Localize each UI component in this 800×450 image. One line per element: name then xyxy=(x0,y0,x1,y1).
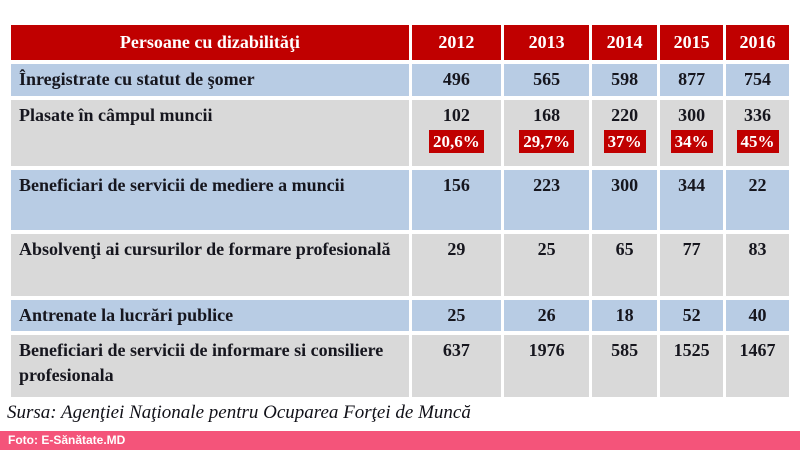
cell-value: 223 xyxy=(504,170,590,230)
year-header-2016: 2016 xyxy=(726,25,789,60)
cell-value: 65 xyxy=(592,234,658,296)
row-label: Plasate în câmpul muncii xyxy=(11,100,409,166)
percent-badge: 45% xyxy=(736,129,779,154)
photo-credit-bar: Foto: E-Sănătate.MD xyxy=(0,431,800,450)
cell-value: 77 xyxy=(660,234,724,296)
cell-number: 220 xyxy=(611,105,639,125)
table-row: Antrenate la lucrări publice 25 26 18 52… xyxy=(11,300,789,331)
source-note: Sursa: Agenţiei Naţionale pentru Ocupare… xyxy=(7,402,471,423)
cell-value: 754 xyxy=(726,64,789,96)
cell-value: 40 xyxy=(726,300,789,331)
cell-number: 102 xyxy=(442,105,470,125)
cell-value: 26 xyxy=(504,300,590,331)
percent-badge: 29,7% xyxy=(519,129,574,154)
row-label: Antrenate la lucrări publice xyxy=(11,300,409,331)
cell-value: 18 xyxy=(592,300,658,331)
cell-value: 1525 xyxy=(660,334,724,397)
percent-badge: 20,6% xyxy=(428,129,484,154)
cell-value: 637 xyxy=(411,334,501,397)
cell-value: 168 29,7% xyxy=(504,100,590,166)
cell-value: 220 37% xyxy=(592,100,658,166)
row-label: Beneficiari de servicii de informare si … xyxy=(11,334,409,397)
percent-badge: 37% xyxy=(603,129,646,154)
cell-value: 300 34% xyxy=(660,100,724,166)
statistics-table-container: Persoane cu dizabilităţi 2012 2013 2014 … xyxy=(8,21,792,401)
table-header-row: Persoane cu dizabilităţi 2012 2013 2014 … xyxy=(11,25,789,60)
cell-value: 102 20,6% xyxy=(411,100,501,166)
cell-value: 156 xyxy=(411,170,501,230)
cell-value: 336 45% xyxy=(726,100,789,166)
cell-value: 598 xyxy=(592,64,658,96)
cell-number: 336 xyxy=(744,105,772,125)
table-row: Beneficiari de servicii de informare si … xyxy=(11,334,789,397)
table-title-cell: Persoane cu dizabilităţi xyxy=(11,25,409,60)
cell-value: 25 xyxy=(504,234,590,296)
cell-value: 29 xyxy=(411,234,501,296)
year-header-2013: 2013 xyxy=(504,25,590,60)
statistics-table: Persoane cu dizabilităţi 2012 2013 2014 … xyxy=(8,21,792,401)
cell-value: 1976 xyxy=(504,334,590,397)
cell-value: 25 xyxy=(411,300,501,331)
table-row: Absolvenţi ai cursurilor de formare prof… xyxy=(11,234,789,296)
cell-value: 22 xyxy=(726,170,789,230)
cell-number: 300 xyxy=(678,105,706,125)
year-header-2015: 2015 xyxy=(660,25,724,60)
row-label: Înregistrate cu statut de şomer xyxy=(11,64,409,96)
table-row: Plasate în câmpul muncii 102 20,6% 168 2… xyxy=(11,100,789,166)
row-label: Beneficiari de servicii de mediere a mun… xyxy=(11,170,409,230)
year-header-2012: 2012 xyxy=(411,25,501,60)
cell-value: 565 xyxy=(504,64,590,96)
percent-badge: 34% xyxy=(670,129,713,154)
cell-value: 52 xyxy=(660,300,724,331)
cell-value: 300 xyxy=(592,170,658,230)
table-row: Înregistrate cu statut de şomer 496 565 … xyxy=(11,64,789,96)
cell-value: 344 xyxy=(660,170,724,230)
cell-value: 83 xyxy=(726,234,789,296)
cell-number: 168 xyxy=(533,105,561,125)
year-header-2014: 2014 xyxy=(592,25,658,60)
row-label: Absolvenţi ai cursurilor de formare prof… xyxy=(11,234,409,296)
cell-value: 585 xyxy=(592,334,658,397)
cell-value: 877 xyxy=(660,64,724,96)
photo-credit-label: Foto: E-Sănătate.MD xyxy=(8,433,126,447)
cell-value: 1467 xyxy=(726,334,789,397)
cell-value: 496 xyxy=(411,64,501,96)
table-row: Beneficiari de servicii de mediere a mun… xyxy=(11,170,789,230)
